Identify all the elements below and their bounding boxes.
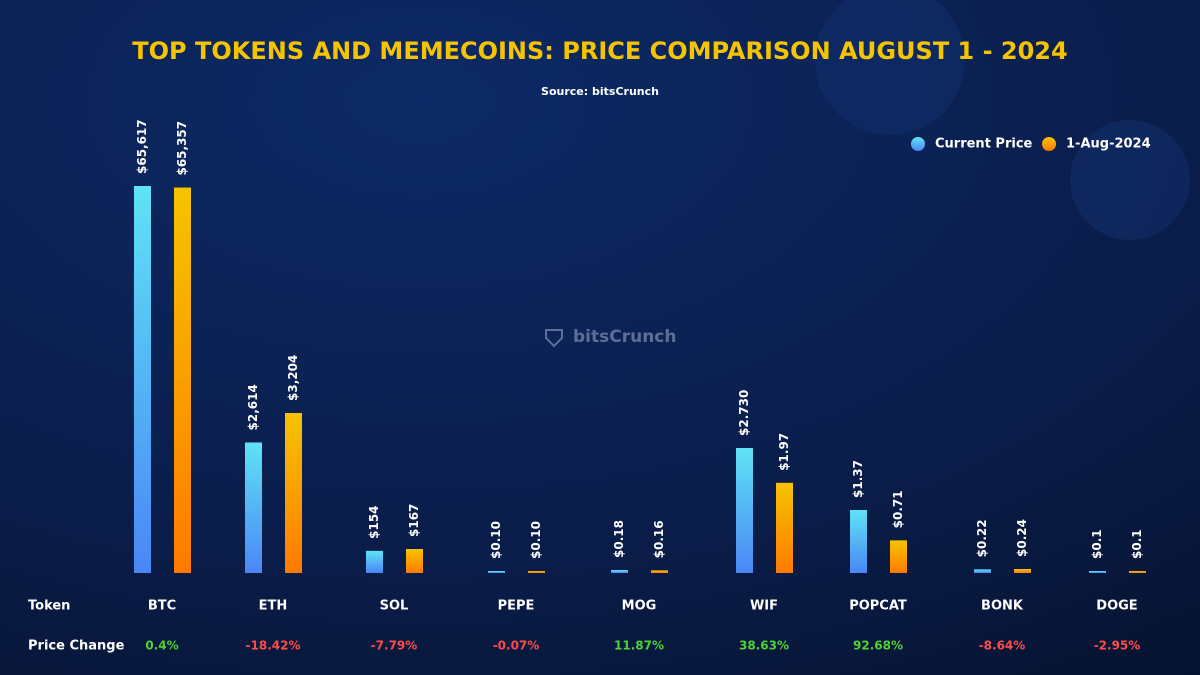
data-label: $0.10	[529, 521, 543, 559]
legend-label: Current Price	[935, 137, 1033, 152]
price-change: -2.95%	[1094, 639, 1141, 653]
bar	[1014, 569, 1031, 573]
bar	[1089, 571, 1106, 573]
x-tick-label: POPCAT	[849, 599, 907, 614]
data-label: $0.1	[1090, 529, 1104, 559]
data-label: $2,614	[246, 384, 260, 430]
legend-label: 1-Aug-2024	[1066, 137, 1151, 152]
data-label: $0.22	[975, 519, 989, 557]
watermark: bitsCrunch	[573, 327, 677, 347]
data-label: $0.10	[489, 521, 503, 559]
data-label: $65,617	[135, 119, 149, 174]
bar	[651, 570, 668, 573]
bar	[366, 550, 383, 573]
legend-swatch	[1042, 137, 1056, 151]
x-tick-label: SOL	[380, 599, 409, 614]
data-label: $0.1	[1130, 529, 1144, 559]
bar	[174, 187, 191, 573]
x-tick-label: PEPE	[498, 599, 535, 614]
watermark-logo	[545, 329, 563, 348]
price-change: -7.79%	[371, 639, 418, 653]
data-label: $167	[407, 504, 421, 537]
data-label: $65,357	[175, 121, 189, 176]
bar	[406, 549, 423, 573]
row-header: Token	[28, 599, 70, 614]
bar	[850, 510, 867, 573]
x-tick-label: BONK	[981, 599, 1024, 614]
bar	[285, 413, 302, 573]
bar	[1129, 571, 1146, 573]
data-label: $0.71	[891, 490, 905, 528]
x-tick-label: DOGE	[1096, 599, 1137, 614]
subtitle: Source: bitsCrunch	[541, 85, 659, 98]
price-change: 11.87%	[614, 639, 664, 653]
data-label: $154	[367, 505, 381, 538]
data-label: $0.16	[652, 520, 666, 558]
x-tick-label: MOG	[622, 599, 657, 614]
x-tick-label: BTC	[148, 599, 176, 614]
x-tick-label: ETH	[259, 599, 288, 614]
data-label: $2.730	[737, 390, 751, 436]
x-tick-label: WIF	[750, 599, 778, 614]
chart-title: TOP TOKENS AND MEMECOINS: PRICE COMPARIS…	[132, 37, 1067, 65]
bar	[736, 448, 753, 573]
data-label: $0.18	[612, 520, 626, 558]
bar	[488, 571, 505, 573]
bar	[974, 569, 991, 573]
bar	[528, 571, 545, 573]
bar	[890, 540, 907, 573]
price-change: 0.4%	[145, 639, 178, 653]
bar	[245, 442, 262, 573]
decor	[815, 0, 965, 135]
price-change: 92.68%	[853, 639, 903, 653]
bar	[776, 482, 793, 573]
price-change: -0.07%	[493, 639, 540, 653]
bar	[611, 570, 628, 573]
decor	[1070, 120, 1190, 240]
data-label: $1.97	[777, 433, 791, 471]
price-change: -8.64%	[979, 639, 1026, 653]
data-label: $0.24	[1015, 519, 1029, 557]
data-label: $3,204	[286, 355, 300, 401]
price-change: 38.63%	[739, 639, 789, 653]
row-header: Price Change	[28, 639, 125, 654]
data-label: $1.37	[851, 460, 865, 498]
bar	[134, 186, 151, 573]
legend-swatch	[911, 137, 925, 151]
price-change: -18.42%	[246, 639, 301, 653]
